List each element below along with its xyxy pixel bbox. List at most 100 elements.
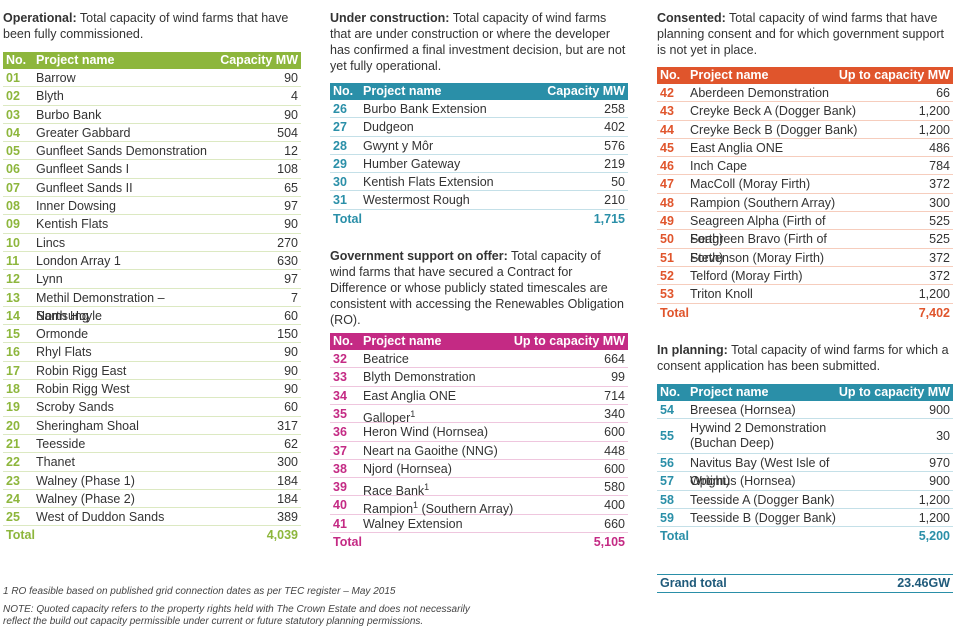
project-number: 51 xyxy=(660,250,674,265)
capacity: 90 xyxy=(284,107,298,122)
project-name-text: Dudgeon xyxy=(363,120,414,135)
table-header: No. Project name Up to capacity MW xyxy=(330,333,628,351)
project-name-text: Walney (Phase 2) xyxy=(36,491,135,506)
column-header: No. xyxy=(660,68,681,82)
table-row: 43 Creyke Beck A (Dogger Bank) 1,200 xyxy=(657,102,953,121)
project-number: 42 xyxy=(660,86,674,100)
footnote-marker: 1 xyxy=(413,500,419,511)
project-number: 50 xyxy=(660,232,674,247)
table-row: 44 Creyke Beck B (Dogger Bank) 1,200 xyxy=(657,121,953,139)
capacity: 90 xyxy=(284,71,298,85)
project-number: 23 xyxy=(6,473,20,488)
project-number: 15 xyxy=(6,327,20,342)
total-label: Total xyxy=(333,211,362,226)
column-header: Project name xyxy=(363,334,442,349)
table-row: 01 Barrow 90 xyxy=(3,69,301,88)
project-name-text: Ormonde xyxy=(36,327,89,342)
column-header: No. xyxy=(333,84,354,98)
project-name: Rhyl Flats xyxy=(36,343,208,360)
project-number: 24 xyxy=(6,491,20,506)
project-number: 53 xyxy=(660,287,674,302)
table-row: 18 Robin Rigg West 90 xyxy=(3,380,301,399)
project-name-suffix: (Southern Array) xyxy=(418,502,514,517)
capacity: 90 xyxy=(284,363,298,378)
table-row: 24 Walney (Phase 2) 184 xyxy=(3,490,301,509)
table-row: 42 Aberdeen Demonstration 66 xyxy=(657,84,953,103)
project-number: 19 xyxy=(6,400,20,415)
section-heading: Operational: Total capacity of wind farm… xyxy=(3,10,301,42)
table-row: 13 Methil Demonstration – Samsung 7 xyxy=(3,289,301,323)
project-name-text: Galloper xyxy=(363,411,411,426)
project-name: Gwynt y Môr xyxy=(363,137,535,154)
project-number: 52 xyxy=(660,268,674,283)
project-number: 07 xyxy=(6,180,20,195)
capacity: 1,200 xyxy=(918,122,950,137)
project-name: Rampion (Southern Array) xyxy=(690,194,860,211)
capacity: 970 xyxy=(929,456,950,471)
section-description: Total capacity of wind farms that have b… xyxy=(3,11,289,41)
capacity: 372 xyxy=(929,250,950,265)
total-value: 1,715 xyxy=(593,211,625,226)
project-name: Stevenson (Moray Firth) xyxy=(690,249,860,266)
project-name: Gunfleet Sands II xyxy=(36,179,208,196)
project-number: 48 xyxy=(660,195,674,210)
table-row: 12 Lynn 97 xyxy=(3,270,301,289)
table-row: 09 Kentish Flats 90 xyxy=(3,215,301,234)
footnote-marker: 1 xyxy=(410,408,416,419)
project-name-text: East Anglia ONE xyxy=(363,388,457,403)
capacity: 389 xyxy=(277,510,298,525)
table-header: No. Project name Up to capacity MW xyxy=(657,383,953,401)
project-number: 31 xyxy=(333,193,347,208)
project-number: 25 xyxy=(6,510,20,525)
project-number: 40 xyxy=(333,498,347,513)
footnote: 1 RO feasible based on published grid co… xyxy=(3,586,396,597)
table-row: 19 Scroby Sands 60 xyxy=(3,398,301,417)
project-number: 32 xyxy=(333,352,347,367)
capacity: 576 xyxy=(604,138,625,153)
capacity: 219 xyxy=(604,156,625,171)
project-name-text: Neart na Gaoithe (NNG) xyxy=(363,443,498,458)
capacity: 50 xyxy=(611,175,625,190)
table-row: 10 Lincs 270 xyxy=(3,234,301,252)
section: Operational: Total capacity of wind farm… xyxy=(3,10,301,545)
project-name: Seagreen Alpha (Firth of Forth) xyxy=(690,212,860,246)
table-row: 04 Greater Gabbard 504 xyxy=(3,124,301,143)
section-label: In planning: xyxy=(657,342,728,357)
project-name-text: Lincs xyxy=(36,235,66,250)
project-number: 41 xyxy=(333,516,347,531)
capacity: 400 xyxy=(604,498,625,513)
table-row: 16 Rhyl Flats 90 xyxy=(3,343,301,362)
project-number: 57 xyxy=(660,474,674,489)
grand-total-label: Grand total xyxy=(660,575,727,590)
project-name-text: Walney Extension xyxy=(363,516,463,531)
project-number: 26 xyxy=(333,102,347,116)
column-right: Consented: Total capacity of wind farms … xyxy=(657,10,953,593)
table-row: 41 Walney Extension 660 xyxy=(330,515,628,534)
capacity: 504 xyxy=(277,125,298,140)
project-name: Ormonde xyxy=(36,325,208,342)
total-row: Total 7,402 xyxy=(657,304,953,322)
table-row: 46 Inch Cape 784 xyxy=(657,157,953,176)
project-name-text: Greater Gabbard xyxy=(36,125,131,140)
project-name-text: Westermost Rough xyxy=(363,193,470,208)
project-number: 38 xyxy=(333,461,347,476)
project-name: Hywind 2 Demonstration (Buchan Deep) xyxy=(690,421,860,451)
table-row: 23 Walney (Phase 1) 184 xyxy=(3,472,301,490)
section-label: Under construction: xyxy=(330,11,450,25)
capacity: 99 xyxy=(611,370,625,385)
project-number: 45 xyxy=(660,140,674,155)
section: Under construction: Total capacity of wi… xyxy=(330,10,628,228)
total-value: 5,200 xyxy=(918,529,950,544)
project-name: Galloper1 xyxy=(363,405,535,426)
project-name-text: Rampion (Southern Array) xyxy=(690,195,836,210)
project-name-text: Triton Knoll xyxy=(690,287,753,302)
table-row: 53 Triton Knoll 1,200 xyxy=(657,285,953,304)
project-name: West of Duddon Sands xyxy=(36,508,208,525)
table-row: 58 Teesside A (Dogger Bank) 1,200 xyxy=(657,491,953,510)
project-name: Methil Demonstration – Samsung xyxy=(36,289,208,323)
capacity: 12 xyxy=(284,144,298,159)
project-name-text: North Hoyle xyxy=(36,308,102,323)
project-name: Scroby Sands xyxy=(36,398,208,415)
project-number: 18 xyxy=(6,382,20,397)
project-name: Westermost Rough xyxy=(363,191,535,208)
